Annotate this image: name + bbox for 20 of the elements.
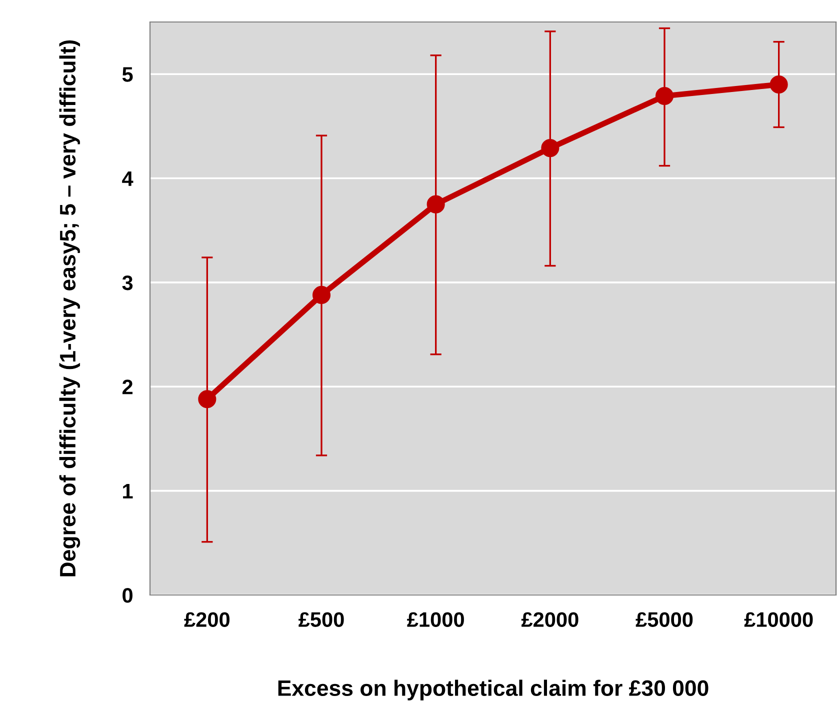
x-axis-title: Excess on hypothetical claim for £30 000 — [278, 680, 708, 700]
x-tick-label: £500 — [298, 612, 344, 627]
y-tick-label: 4 — [122, 171, 134, 186]
y-tick-label: 5 — [122, 67, 133, 82]
point — [426, 195, 445, 214]
x-tick-label: £5000 — [636, 612, 693, 627]
y-tick-label: 0 — [122, 588, 132, 603]
point — [770, 75, 788, 94]
point — [198, 390, 216, 408]
point — [655, 86, 674, 105]
y-tick-label: 3 — [122, 275, 133, 290]
x-tick-label: £200 — [184, 612, 230, 627]
x-tick-label: £10000 — [744, 612, 813, 627]
y-tick-label: 2 — [122, 380, 132, 394]
x-tick-label: £2000 — [521, 612, 578, 627]
y-tick-label: 1 — [123, 484, 133, 498]
point — [541, 139, 560, 158]
x-tick-label: £1000 — [407, 612, 464, 627]
point — [312, 286, 331, 304]
y-axis-title: Degree of difficulty (1-very easy5; 5 – very difficult) — [59, 40, 80, 576]
